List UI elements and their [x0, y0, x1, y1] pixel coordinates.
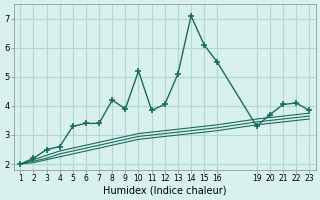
- X-axis label: Humidex (Indice chaleur): Humidex (Indice chaleur): [103, 186, 227, 196]
